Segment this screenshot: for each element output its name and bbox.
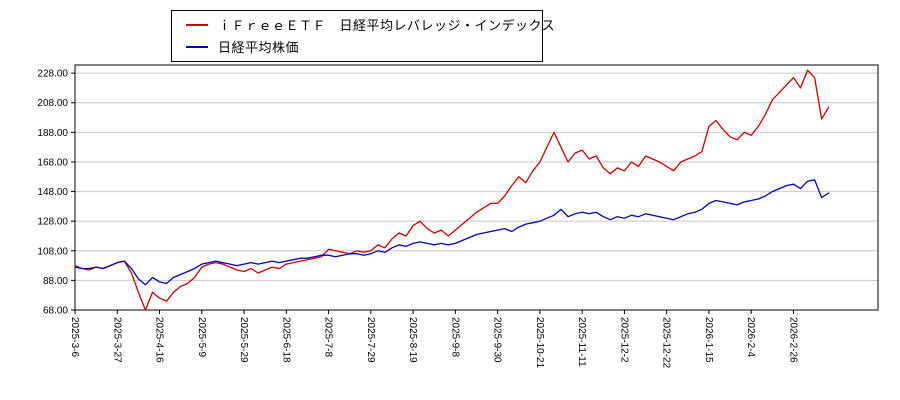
y-tick-label: 168.00 (37, 157, 68, 168)
y-tick-label: 128.00 (37, 217, 68, 228)
x-tick-label: 2025-5-29 (238, 317, 249, 363)
series-line-nikkei (74, 179, 830, 286)
y-tick-label: 208.00 (37, 98, 68, 109)
x-tick-label: 2025-9-30 (492, 317, 503, 363)
y-tick-label: 88.00 (43, 276, 68, 287)
x-tick-label: 2026-1-15 (703, 317, 714, 363)
legend-label-leveraged-etf: ｉＦｒｅｅＥＴＦ 日経平均レバレッジ・インデックス (218, 18, 556, 33)
legend-label-nikkei: 日経平均株価 (218, 40, 300, 55)
legend-item-nikkei: 日経平均株価 (186, 38, 528, 55)
x-tick-label: 2025-3-6 (69, 317, 80, 357)
legend: ｉＦｒｅｅＥＴＦ 日経平均レバレッジ・インデックス 日経平均株価 (171, 10, 555, 62)
y-tick-label: 108.00 (37, 246, 68, 257)
x-tick-label: 2025-11-11 (576, 317, 587, 367)
x-tick-label: 2025-7-8 (323, 317, 334, 357)
y-tick-label: 228.00 (37, 69, 68, 80)
series-line-leveraged-etf (74, 69, 830, 311)
x-tick-label: 2025-12-2 (618, 317, 629, 363)
x-tick-label: 2025-5-9 (196, 317, 207, 357)
blue-line-swatch (186, 45, 208, 48)
x-tick-label: 2025-3-27 (111, 317, 122, 363)
x-tick-label: 2026-2-4 (745, 317, 756, 357)
x-tick-label: 2025-7-29 (365, 317, 376, 363)
y-tick-label: 188.00 (37, 128, 68, 139)
red-line-swatch (186, 23, 208, 26)
y-tick-label: 148.00 (37, 187, 68, 198)
x-tick-label: 2025-10-21 (534, 317, 545, 369)
x-tick-label: 2025-12-22 (661, 317, 672, 369)
x-tick-label: 2025-8-19 (407, 317, 418, 363)
x-tick-label: 2025-9-8 (449, 317, 460, 357)
plot-area (75, 65, 878, 310)
x-tick-label: 2025-6-18 (280, 317, 291, 363)
x-tick-label: 2026-2-26 (787, 317, 798, 363)
y-tick-label: 68.00 (43, 306, 68, 317)
x-tick-label: 2025-4-16 (154, 317, 165, 363)
plot-border (74, 64, 879, 311)
legend-item-leveraged-etf: ｉＦｒｅｅＥＴＦ 日経平均レバレッジ・インデックス (186, 16, 555, 33)
